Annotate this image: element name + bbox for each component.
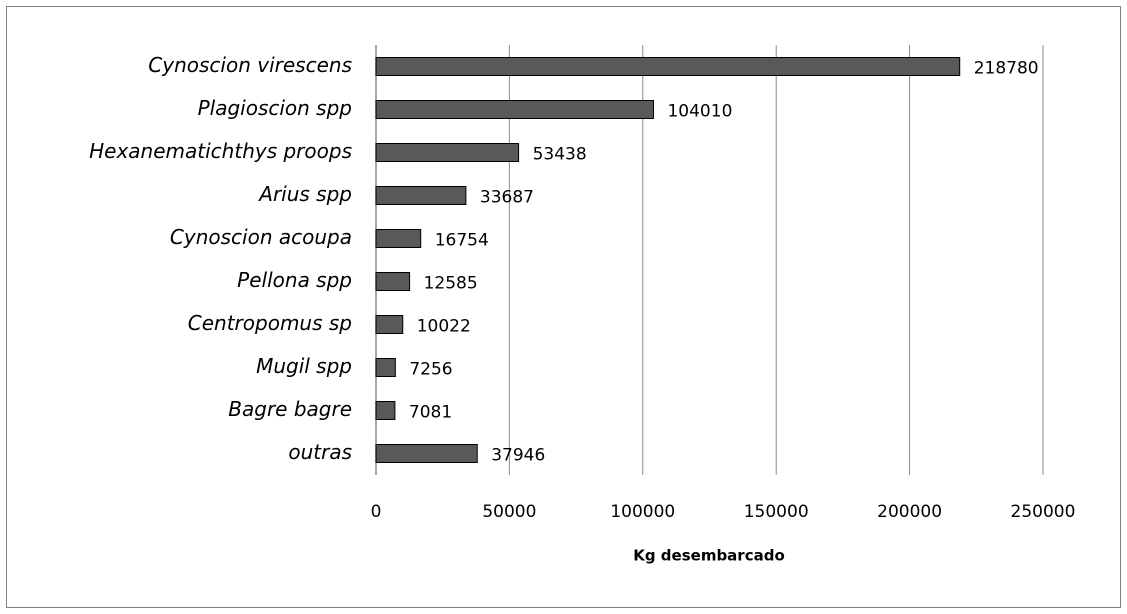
x-tick-label: 200000 xyxy=(877,502,942,522)
x-tick-label: 250000 xyxy=(1011,502,1076,522)
bar xyxy=(375,358,396,377)
bar xyxy=(375,186,467,205)
bar xyxy=(375,143,520,162)
value-label: 7081 xyxy=(409,403,452,423)
value-label: 7256 xyxy=(409,360,452,380)
bar xyxy=(375,315,404,334)
y-tick-label: Cynoscion acoupa xyxy=(170,225,352,249)
x-tick-label: 0 xyxy=(371,502,382,522)
y-tick-label: Centropomus sp xyxy=(188,311,352,335)
y-tick-label: Hexanematichthys proops xyxy=(89,139,352,163)
bar xyxy=(375,272,411,291)
value-label: 10022 xyxy=(417,317,471,337)
value-label: 104010 xyxy=(667,102,732,122)
y-tick-label: Arius spp xyxy=(257,182,352,206)
y-tick-label: Mugil spp xyxy=(256,354,352,378)
bar xyxy=(375,229,422,248)
value-label: 12585 xyxy=(424,274,478,294)
y-tick-label: outras xyxy=(288,440,352,464)
bar xyxy=(375,444,478,463)
bar xyxy=(375,57,961,76)
value-label: 33687 xyxy=(480,188,534,208)
chart-frame xyxy=(6,6,1121,608)
x-axis-title: Kg desembarcado xyxy=(633,547,785,565)
x-tick-label: 50000 xyxy=(482,502,536,522)
y-tick-label: Cynoscion virescens xyxy=(148,53,352,77)
value-label: 218780 xyxy=(974,59,1039,79)
bar xyxy=(375,401,396,420)
x-tick-label: 100000 xyxy=(610,502,675,522)
x-tick-label: 150000 xyxy=(744,502,809,522)
bar xyxy=(375,100,654,119)
value-label: 37946 xyxy=(491,446,545,466)
value-label: 53438 xyxy=(533,145,587,165)
value-label: 16754 xyxy=(435,231,489,251)
y-tick-label: Bagre bagre xyxy=(228,397,352,421)
y-tick-label: Pellona spp xyxy=(237,268,352,292)
y-tick-label: Plagioscion spp xyxy=(198,96,352,120)
